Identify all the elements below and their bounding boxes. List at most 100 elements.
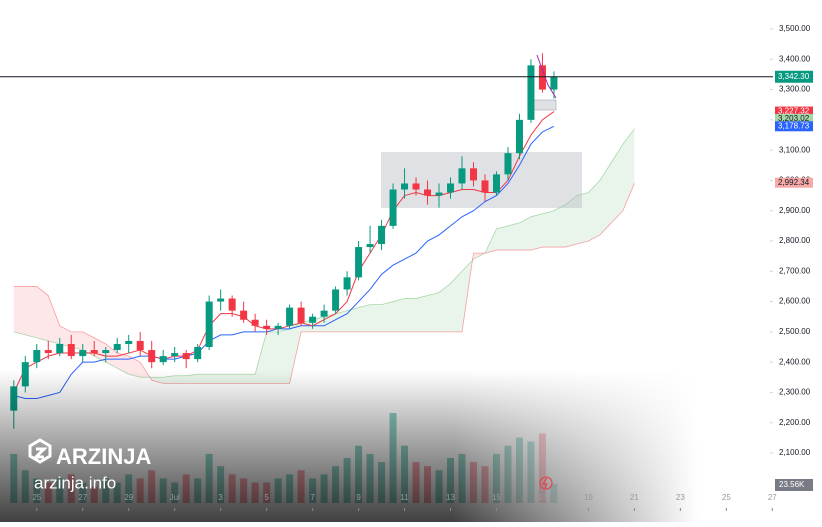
- price-label-box: [775, 106, 813, 117]
- cloud-segment: [48, 295, 60, 344]
- candle-body: [492, 174, 500, 193]
- x-tick-label: 9: [356, 493, 361, 502]
- cloud-segment: [416, 295, 428, 332]
- candle-body: [79, 350, 87, 357]
- last-price-box: [775, 70, 813, 83]
- candle-body: [458, 168, 466, 184]
- y-tick-label: 2,800.00: [779, 236, 811, 245]
- cloud-segment: [462, 253, 474, 332]
- y-tick-label: 2,600.00: [779, 297, 811, 306]
- price-label: 2,992.34: [778, 178, 810, 187]
- cloud-segment: [519, 216, 531, 251]
- y-tick-label: 2,400.00: [779, 357, 811, 366]
- axis-layer: 2,100.00 2,200.00 2,300.00 2,400.00 2,500.00…: [0, 24, 813, 511]
- candle-body: [412, 183, 420, 190]
- cloud-segment: [599, 162, 612, 235]
- trend-line: [536, 54, 557, 99]
- candle-body: [297, 307, 305, 323]
- candle-body: [343, 277, 351, 290]
- candle-body: [171, 353, 179, 357]
- cloud-segment: [611, 144, 623, 223]
- candle-body: [481, 180, 489, 193]
- candle-body: [447, 183, 455, 193]
- candle-body: [194, 347, 202, 360]
- cloud-segment: [588, 180, 600, 241]
- y-tick-label: 2,100.00: [779, 448, 811, 457]
- volume-label-box: [775, 479, 813, 491]
- candle-body: [136, 340, 144, 351]
- cloud-segment: [450, 271, 462, 332]
- y-tick-label: 3,300.00: [779, 85, 811, 94]
- candle-body: [217, 298, 225, 302]
- small-zone-box: [532, 99, 557, 111]
- zone-box: [381, 152, 582, 208]
- cloud-segment: [484, 228, 497, 254]
- x-tick-label: 29: [124, 493, 133, 502]
- candle-body: [44, 350, 52, 354]
- candle-body: [274, 325, 282, 329]
- price-label: 3,203.02: [778, 114, 810, 123]
- price-label-box: [775, 177, 813, 188]
- candle-body: [515, 119, 523, 154]
- candle-body: [182, 353, 190, 360]
- cloud-segment: [94, 337, 106, 363]
- candle-body: [90, 350, 98, 354]
- cloud-segment: [289, 322, 302, 384]
- x-tick-label: 23: [676, 493, 685, 502]
- x-tick-label: 17: [538, 493, 547, 502]
- cloud-segment: [427, 292, 440, 332]
- y-tick-label: 2,900.00: [779, 206, 811, 215]
- cloud-segment: [36, 286, 49, 341]
- candle-body: [102, 350, 110, 354]
- candle-body: [67, 343, 75, 357]
- candle-body: [148, 350, 156, 363]
- x-tick-label: 27: [768, 493, 777, 502]
- cloud-segment: [473, 253, 485, 260]
- volume-label: 23.56K: [779, 480, 805, 489]
- brand-url: arzinja.info: [34, 473, 116, 492]
- price-label-box: [775, 113, 813, 124]
- candle-body: [538, 65, 546, 90]
- cloud-segment: [278, 328, 290, 384]
- y-tick-label: 2,700.00: [779, 266, 811, 275]
- x-tick-label: 19: [584, 493, 593, 502]
- candle-body: [228, 298, 236, 311]
- cloud-segment: [347, 307, 359, 332]
- cloud-segment: [117, 353, 129, 375]
- cloud-segment: [393, 298, 405, 332]
- cloud-segment: [553, 204, 566, 248]
- x-tick-label: 13: [446, 493, 455, 502]
- cloud-segment: [622, 128, 635, 211]
- candle-body: [125, 340, 133, 344]
- price-label-box: [775, 121, 813, 132]
- x-tick-label: 15: [492, 493, 501, 502]
- x-tick-label: Jul: [170, 493, 180, 502]
- price-label: 3,227.32: [778, 107, 810, 116]
- cloud-segment: [507, 222, 520, 251]
- candle-body: [113, 343, 121, 351]
- candle-body: [366, 244, 374, 248]
- brand-name: ARZINJA: [56, 444, 151, 469]
- candle-body: [469, 168, 477, 181]
- last-price-label: 3,342.30: [778, 72, 810, 81]
- x-tick-label: 5: [264, 493, 269, 502]
- candle-body: [251, 319, 259, 326]
- cloud-segment: [530, 213, 543, 251]
- cloud-segment: [59, 325, 72, 347]
- price-label: 3,178.73: [778, 121, 810, 130]
- cloud-segment: [496, 225, 508, 251]
- x-tick-label: 25: [32, 493, 41, 502]
- candle-body: [309, 316, 317, 323]
- candle-body: [435, 192, 443, 196]
- y-tick-label: 2,200.00: [779, 418, 811, 427]
- candle-body: [320, 310, 328, 317]
- cloud-segment: [542, 210, 554, 248]
- cloud-segment: [439, 283, 451, 332]
- bottom-shade-fade: [0, 370, 822, 522]
- event-icon: [539, 476, 553, 490]
- x-tick-label: 11: [400, 493, 409, 502]
- brand-logo: [28, 438, 52, 464]
- candle-body: [33, 350, 41, 363]
- candle-body: [205, 301, 213, 347]
